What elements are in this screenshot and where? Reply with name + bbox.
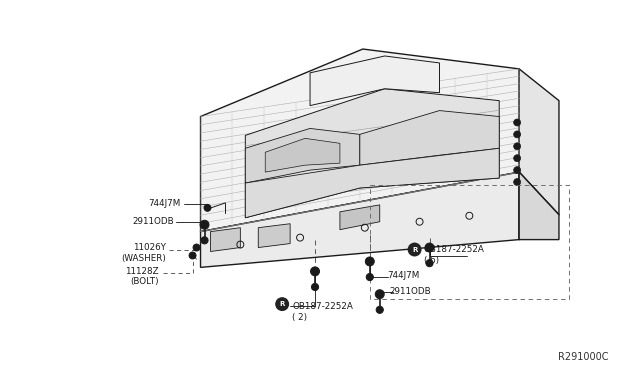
Text: 744J7M: 744J7M [148, 199, 180, 208]
Circle shape [514, 131, 520, 138]
Polygon shape [245, 128, 360, 183]
Text: ( 2): ( 2) [292, 312, 307, 321]
Circle shape [193, 244, 200, 251]
Polygon shape [265, 138, 340, 172]
Circle shape [514, 119, 520, 126]
Polygon shape [259, 224, 290, 247]
Polygon shape [245, 89, 499, 218]
Text: 2911ODB: 2911ODB [132, 217, 173, 226]
Text: 11128Z: 11128Z [125, 267, 159, 276]
Polygon shape [200, 172, 519, 267]
Text: ( 6): ( 6) [424, 256, 438, 265]
Circle shape [310, 267, 319, 276]
Circle shape [375, 290, 384, 299]
Text: OB187-2252A: OB187-2252A [424, 245, 484, 254]
Circle shape [426, 260, 433, 267]
Text: 11026Y: 11026Y [132, 243, 166, 252]
Circle shape [376, 306, 383, 313]
Text: 744J7M: 744J7M [388, 271, 420, 280]
Polygon shape [519, 172, 559, 240]
Circle shape [275, 297, 289, 311]
Polygon shape [340, 205, 380, 230]
Circle shape [200, 220, 209, 229]
Circle shape [514, 179, 520, 186]
Text: (WASHER): (WASHER) [121, 254, 166, 263]
Polygon shape [211, 228, 241, 251]
Text: R291000C: R291000C [558, 352, 609, 362]
Text: 2911ODB: 2911ODB [390, 287, 431, 296]
Circle shape [425, 243, 434, 252]
Text: (BOLT): (BOLT) [130, 277, 159, 286]
Circle shape [366, 273, 373, 280]
Polygon shape [519, 69, 559, 215]
Text: R: R [280, 301, 285, 307]
Text: R: R [412, 247, 417, 253]
Circle shape [201, 237, 208, 244]
Polygon shape [245, 148, 499, 218]
Circle shape [365, 257, 374, 266]
Circle shape [514, 155, 520, 162]
Circle shape [408, 243, 422, 256]
Circle shape [189, 252, 196, 259]
Circle shape [204, 204, 211, 211]
Circle shape [514, 167, 520, 174]
Circle shape [514, 143, 520, 150]
Circle shape [312, 283, 319, 291]
Polygon shape [360, 110, 499, 165]
Text: OB187-2252A: OB187-2252A [292, 302, 353, 311]
Polygon shape [310, 56, 440, 106]
Polygon shape [200, 49, 519, 232]
Polygon shape [519, 172, 559, 240]
